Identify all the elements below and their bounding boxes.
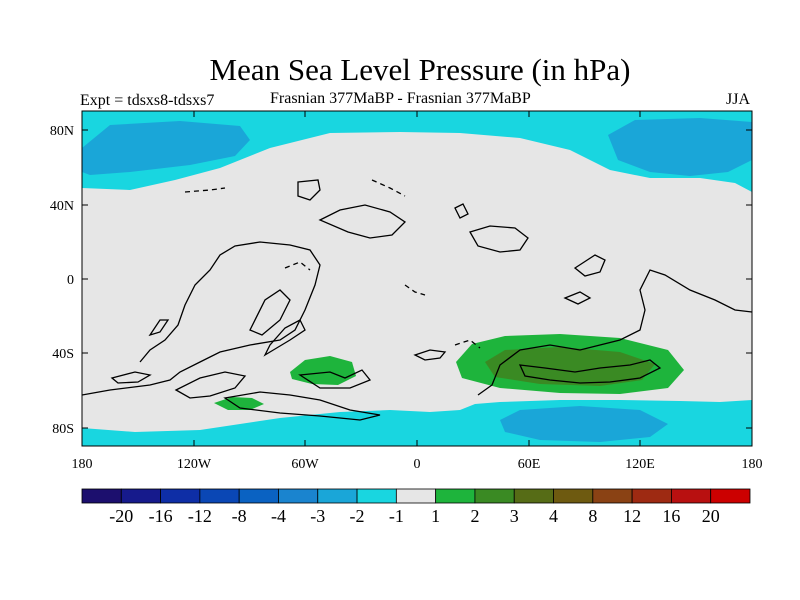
colorbar-label: -4 <box>271 506 286 526</box>
lon-label: 60E <box>518 457 541 472</box>
latitude-labels: 80N 40N 0 40S 80S <box>50 124 74 437</box>
coastline-east-continent <box>477 269 752 396</box>
colorbar-swatch <box>513 488 554 504</box>
coastline-islet-1 <box>454 203 469 219</box>
colorbar-swatch <box>435 488 476 504</box>
coastline-peninsula-1 <box>249 289 291 336</box>
lat-label: 40S <box>52 347 74 362</box>
coastline-island-2 <box>110 371 152 384</box>
coastline-islet-3 <box>563 291 592 305</box>
colorbar-label: -16 <box>149 506 173 526</box>
colorbar-label: -8 <box>232 506 247 526</box>
coastlines <box>82 179 752 421</box>
colorbar-label: -20 <box>109 506 133 526</box>
contour-neg2-northeast <box>608 118 752 176</box>
lon-label: 60W <box>291 457 319 472</box>
coastline-peninsula-2 <box>263 319 306 357</box>
colorbar-label: 12 <box>623 506 641 526</box>
colorbar-swatch <box>395 488 437 504</box>
colorbar-swatch <box>120 488 161 504</box>
colorbar-label: -2 <box>350 506 365 526</box>
contour-neg2-south <box>500 406 668 442</box>
colorbar-swatch <box>238 488 279 504</box>
coastline-island-4 <box>298 369 372 389</box>
colorbar-swatch <box>160 488 201 504</box>
coastline-north-island <box>297 179 321 201</box>
lat-label: 0 <box>67 273 74 288</box>
longitude-labels: 180 120W 60W 0 60E 120E 180 <box>72 457 763 472</box>
coastline-island-1 <box>148 319 170 337</box>
coastline-islet-2 <box>573 254 606 277</box>
colorbar-swatch <box>81 488 122 504</box>
colorbar-swatch <box>278 488 319 504</box>
lat-label: 80N <box>50 124 74 139</box>
coastline-southern-shelf <box>518 359 662 384</box>
colorbar-swatch <box>356 488 397 504</box>
colorbar-swatch <box>710 488 751 504</box>
colorbar-swatch <box>671 488 712 504</box>
season-label: JJA <box>726 91 751 108</box>
coastline-fragment-2 <box>371 179 406 197</box>
lon-label: 180 <box>742 457 763 472</box>
lon-label: 0 <box>414 457 421 472</box>
coastline-island-3 <box>174 371 247 399</box>
colorbar-label: -12 <box>188 506 212 526</box>
contour-neg2-northwest <box>82 121 250 175</box>
colorbar-swatch <box>592 488 633 504</box>
contour-pos1-southwest <box>214 397 264 410</box>
colorbar-label: 16 <box>662 506 680 526</box>
coastline-fragments <box>184 179 481 349</box>
colorbar-label: 2 <box>470 506 479 526</box>
coastline-south-strip <box>223 391 381 421</box>
lat-label: 80S <box>52 422 74 437</box>
coastline-fragment-3 <box>404 284 426 296</box>
tick-marks <box>82 111 752 446</box>
colorbar-swatch <box>631 488 672 504</box>
colorbar-label: 1 <box>431 506 440 526</box>
map-title: Mean Sea Level Pressure (in hPa) <box>209 52 631 87</box>
colorbar-label: 20 <box>702 506 720 526</box>
colorbar-label: 4 <box>549 506 558 526</box>
lat-label: 40N <box>50 199 74 214</box>
period-label: Frasnian 377MaBP - Frasnian 377MaBP <box>270 90 531 107</box>
lon-label: 120E <box>625 457 655 472</box>
pressure-field <box>82 111 752 446</box>
colorbar-label: 8 <box>588 506 597 526</box>
lon-label: 180 <box>72 457 93 472</box>
colorbar-swatch <box>474 488 515 504</box>
contour-neg1-north <box>82 111 752 192</box>
colorbar: -20 -16 -12 -8 -4 -3 -2 -1 1 2 3 4 8 12 16 20 <box>81 488 751 526</box>
colorbar-swatch <box>553 488 594 504</box>
coastline-west-continent <box>82 241 321 396</box>
colorbar-label: -1 <box>389 506 404 526</box>
colorbar-label: 3 <box>510 506 519 526</box>
colorbar-label: -3 <box>310 506 325 526</box>
contour-pos1-west <box>290 356 356 385</box>
colorbar-swatch <box>199 488 240 504</box>
experiment-label: Expt = tdsxs8-tdsxs7 <box>80 92 215 109</box>
colorbar-swatch <box>317 488 358 504</box>
coastline-islet-4 <box>413 349 447 361</box>
coastline-east-island <box>469 225 529 253</box>
coastline-north-continent <box>318 204 407 239</box>
lon-label: 120W <box>177 457 212 472</box>
